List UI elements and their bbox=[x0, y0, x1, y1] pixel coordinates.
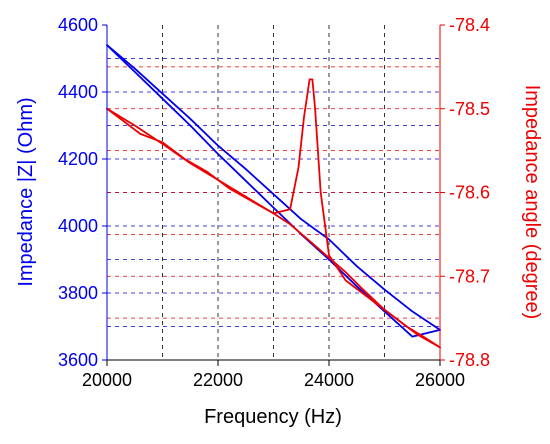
y-right-tick-label: -78.4 bbox=[449, 15, 490, 35]
x-tick-label: 22000 bbox=[193, 370, 243, 390]
y-left-tick-label: 4200 bbox=[58, 149, 98, 169]
y-right-tick-label: -78.6 bbox=[449, 183, 490, 203]
y-left-tick-label: 4000 bbox=[58, 216, 98, 236]
data-series bbox=[106, 44, 441, 349]
y-right-tick-label: -78.8 bbox=[449, 350, 490, 370]
right-axis-title: Impedance angle (degree) bbox=[521, 85, 543, 320]
ticks: 20000 22000 24000 26000 3600 3800 4000 4200 4400… bbox=[58, 15, 490, 390]
y-left-tick-label: 4400 bbox=[58, 82, 98, 102]
series-line-left-2 bbox=[106, 44, 441, 338]
grid-lines bbox=[107, 25, 440, 360]
x-axis-title: Frequency (Hz) bbox=[204, 406, 342, 428]
y-right-tick-label: -78.7 bbox=[449, 266, 490, 286]
left-axis-title: Impedance |Z| (Ohm) bbox=[15, 97, 37, 286]
x-tick-label: 24000 bbox=[304, 370, 354, 390]
y-left-tick-label: 4600 bbox=[58, 15, 98, 35]
y-left-tick-label: 3600 bbox=[58, 350, 98, 370]
x-tick-label: 26000 bbox=[415, 370, 465, 390]
y-right-tick-label: -78.5 bbox=[449, 99, 490, 119]
series-line-left-1 bbox=[106, 44, 441, 331]
y-left-tick-label: 3800 bbox=[58, 283, 98, 303]
x-tick-label: 20000 bbox=[82, 370, 132, 390]
series-line-right-4 bbox=[106, 107, 441, 349]
